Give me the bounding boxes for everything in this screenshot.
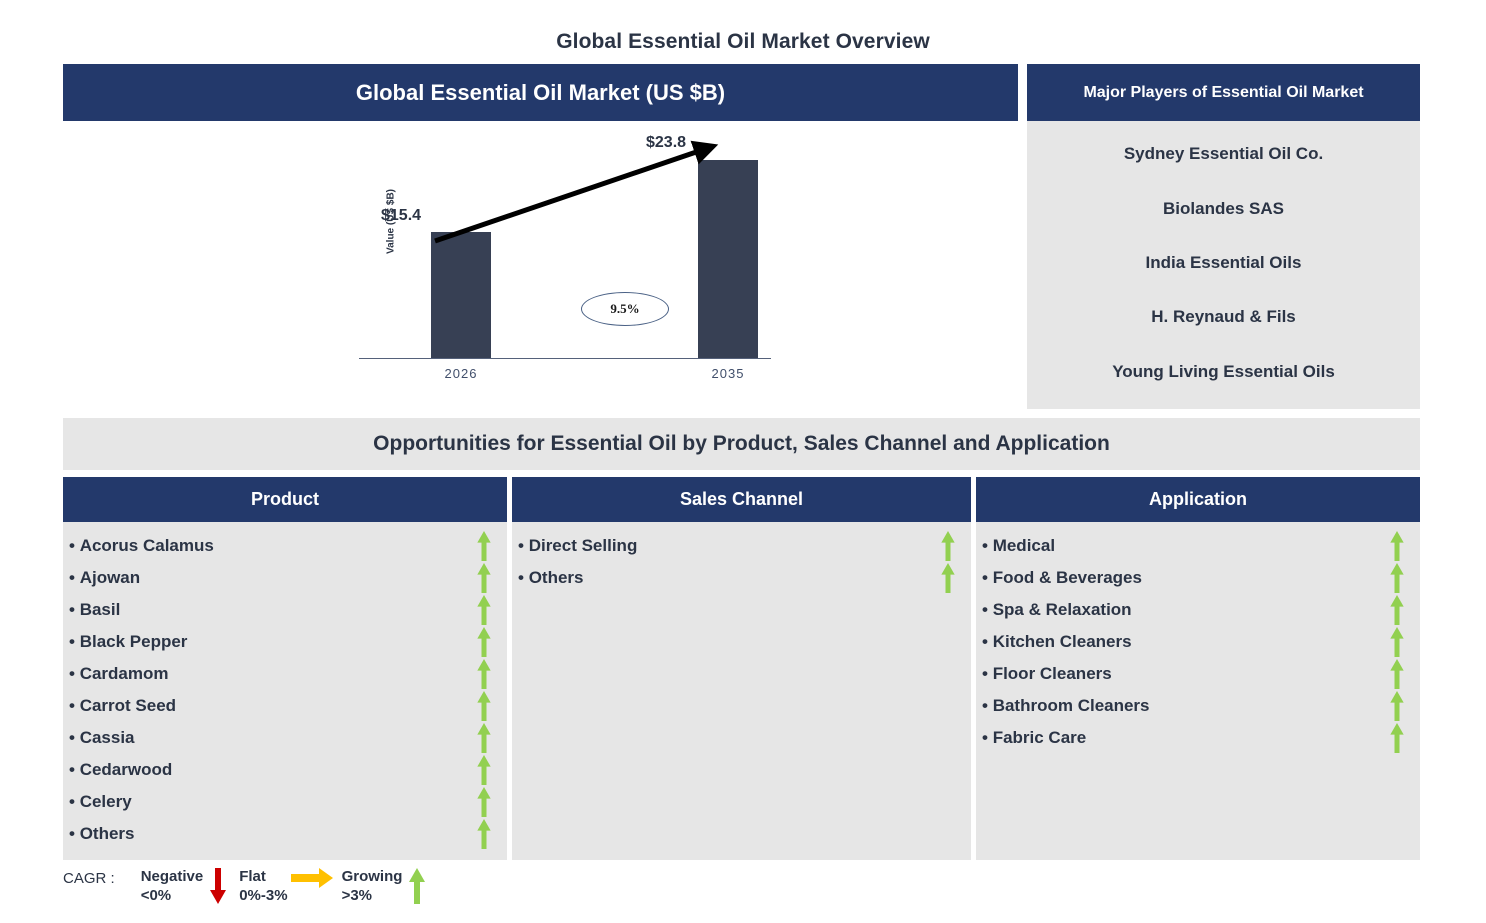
opportunity-label: Bathroom Cleaners — [982, 696, 1374, 716]
opportunity-row: Fabric Care — [976, 722, 1420, 754]
opportunities-banner: Opportunities for Essential Oil by Produ… — [63, 418, 1420, 470]
market-bar-chart: Value (US $B) $15.4 $23.8 2026 2035 9.5%… — [63, 121, 1018, 527]
opportunity-row: Spa & Relaxation — [976, 594, 1420, 626]
opportunity-label: Direct Selling — [518, 536, 925, 556]
growing-arrow-icon — [461, 819, 507, 849]
growing-arrow-icon — [461, 723, 507, 753]
growing-arrow-icon — [1374, 595, 1420, 625]
opportunity-label: Food & Beverages — [982, 568, 1374, 588]
opportunity-row: Cassia — [63, 722, 507, 754]
legend-growing-range: >3% — [341, 886, 373, 904]
column-header-sales-channel: Sales Channel — [512, 477, 971, 522]
opportunity-label: Kitchen Cleaners — [982, 632, 1374, 652]
column-body-application: Medical Food & Beverages Spa & Relaxation K… — [976, 522, 1420, 860]
growing-arrow-icon — [1374, 691, 1420, 721]
opportunity-row: Cardamom — [63, 658, 507, 690]
growing-arrow-icon — [461, 659, 507, 689]
opportunity-label: Others — [69, 824, 461, 844]
opportunity-row: Others — [512, 562, 971, 594]
opportunity-row: Bathroom Cleaners — [976, 690, 1420, 722]
growth-trend-arrow-icon — [434, 140, 719, 244]
legend-item-flat: Flat 0%-3% — [239, 866, 335, 906]
opportunity-label: Cedarwood — [69, 760, 461, 780]
player-item: Young Living Essential Oils — [1112, 361, 1335, 381]
opportunity-row: Acorus Calamus — [63, 530, 507, 562]
growing-arrow-icon — [925, 531, 971, 561]
opportunity-label: Cassia — [69, 728, 461, 748]
growing-arrow-icon — [461, 787, 507, 817]
opportunity-label: Ajowan — [69, 568, 461, 588]
bar-2035 — [698, 160, 758, 358]
growing-arrow-icon — [1374, 531, 1420, 561]
x-axis-tick-2026: 2026 — [444, 366, 478, 381]
bar-2026 — [431, 232, 491, 358]
growing-arrow-icon — [461, 691, 507, 721]
down-arrow-icon — [203, 866, 233, 904]
column-header-product: Product — [63, 477, 507, 522]
right-arrow-icon — [288, 866, 336, 888]
legend-negative-name: Negative — [140, 868, 204, 885]
opportunity-row: Basil — [63, 594, 507, 626]
opportunity-row: Direct Selling — [512, 530, 971, 562]
opportunity-label: Medical — [982, 536, 1374, 556]
opportunity-label: Others — [518, 568, 925, 588]
column-header-application: Application — [976, 477, 1420, 522]
opportunity-row: Others — [63, 818, 507, 850]
legend-item-negative: Negative <0% — [141, 866, 234, 906]
major-players-list: Sydney Essential Oil Co. Biolandes SAS I… — [1027, 121, 1420, 409]
opportunity-row: Celery — [63, 786, 507, 818]
opportunity-label: Fabric Care — [982, 728, 1374, 748]
growing-arrow-icon — [461, 627, 507, 657]
opportunity-row: Kitchen Cleaners — [976, 626, 1420, 658]
growing-arrow-icon — [461, 531, 507, 561]
bar-value-label-2035: $23.8 — [646, 134, 687, 151]
legend-flat-range: 0%-3% — [239, 886, 288, 904]
growing-arrow-icon — [925, 563, 971, 593]
up-arrow-icon — [402, 866, 432, 904]
legend-item-growing: Growing >3% — [342, 866, 433, 906]
cagr-callout-bubble: 9.5% — [581, 292, 669, 326]
opportunity-row: Floor Cleaners — [976, 658, 1420, 690]
cagr-legend: CAGR : Negative <0% Flat 0%-3% — [63, 866, 583, 918]
bar-value-label-2026: $15.4 — [381, 207, 422, 224]
opportunity-row: Food & Beverages — [976, 562, 1420, 594]
column-body-sales-channel: Direct Selling Others — [512, 522, 971, 860]
major-players-panel-header: Major Players of Essential Oil Market — [1027, 64, 1420, 121]
opportunity-row: Ajowan — [63, 562, 507, 594]
opportunity-label: Celery — [69, 792, 461, 812]
chart-x-axis-line — [359, 358, 771, 359]
growing-arrow-icon — [1374, 723, 1420, 753]
opportunity-label: Spa & Relaxation — [982, 600, 1374, 620]
player-item: H. Reynaud & Fils — [1151, 307, 1296, 327]
opportunity-row: Medical — [976, 530, 1420, 562]
opportunity-row: Black Pepper — [63, 626, 507, 658]
growing-arrow-icon — [1374, 563, 1420, 593]
opportunity-label: Carrot Seed — [69, 696, 461, 716]
player-item: India Essential Oils — [1145, 252, 1302, 272]
opportunity-row: Carrot Seed — [63, 690, 507, 722]
chart-panel-header: Global Essential Oil Market (US $B) — [63, 64, 1018, 121]
opportunity-label: Acorus Calamus — [69, 536, 461, 556]
growing-arrow-icon — [461, 755, 507, 785]
opportunity-row: Cedarwood — [63, 754, 507, 786]
legend-negative-range: <0% — [140, 886, 172, 904]
legend-flat-name: Flat — [239, 868, 266, 885]
growing-arrow-icon — [1374, 659, 1420, 689]
growing-arrow-icon — [461, 595, 507, 625]
opportunity-label: Floor Cleaners — [982, 664, 1374, 684]
cagr-legend-title: CAGR : — [63, 870, 115, 887]
growing-arrow-icon — [1374, 627, 1420, 657]
player-item: Biolandes SAS — [1163, 198, 1284, 218]
growing-arrow-icon — [461, 563, 507, 593]
column-body-product: Acorus Calamus Ajowan Basil Black Pepper Car… — [63, 522, 507, 860]
player-item: Sydney Essential Oil Co. — [1123, 144, 1324, 164]
opportunity-label: Black Pepper — [69, 632, 461, 652]
opportunity-label: Cardamom — [69, 664, 461, 684]
legend-growing-name: Growing — [341, 868, 403, 885]
x-axis-tick-2035: 2035 — [711, 366, 745, 381]
page-title: Global Essential Oil Market Overview — [556, 30, 930, 53]
opportunity-label: Basil — [69, 600, 461, 620]
